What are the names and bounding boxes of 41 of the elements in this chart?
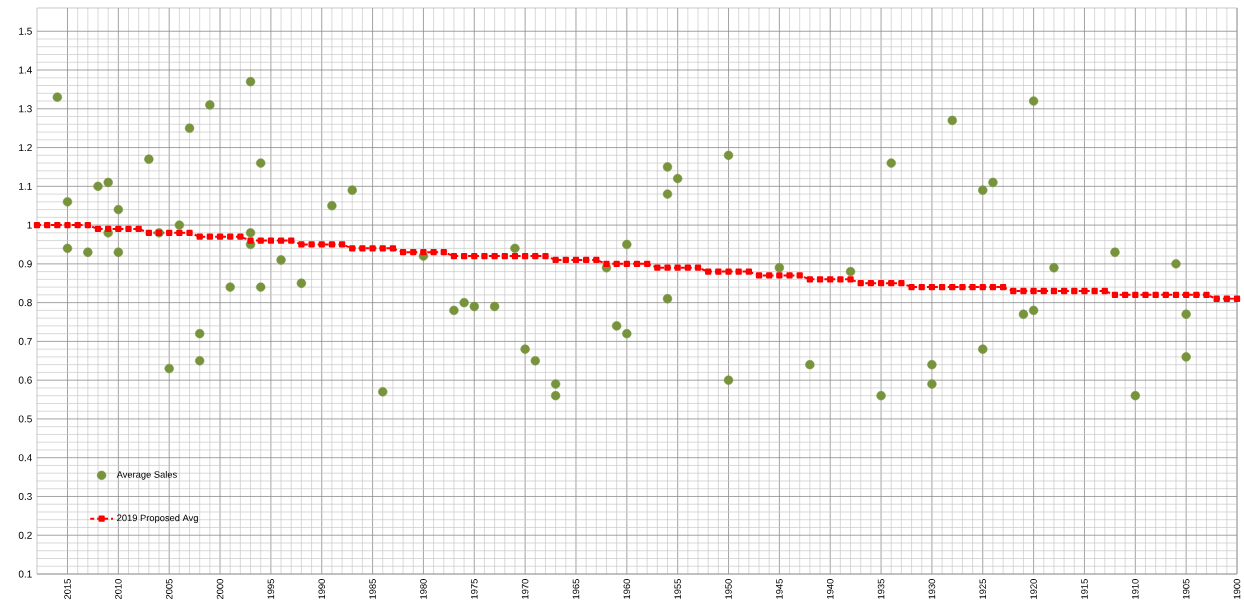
x-tick-label: 1970 — [521, 579, 529, 599]
x-tick-label: 1915 — [1081, 579, 1088, 599]
x-tick-label: 1930 — [928, 579, 936, 599]
legend-label: Average Sales — [116, 470, 177, 480]
x-tick-label: 1980 — [420, 579, 427, 599]
x-tick-label: 1950 — [725, 579, 732, 599]
x-tick-label: 1920 — [1030, 579, 1037, 599]
x-tick-label: 2015 — [64, 579, 71, 600]
legend-label: 2019 Proposed Avg — [117, 514, 198, 524]
y-tick-label: 0.6 — [18, 376, 32, 384]
y-tick-label: 1 — [27, 221, 32, 229]
x-tick-label: 1975 — [470, 579, 478, 599]
x-tick-label: 2000 — [216, 579, 224, 600]
x-tick-label: 1965 — [572, 579, 580, 599]
x-tick-label: 1960 — [623, 579, 631, 599]
x-tick-label: 1910 — [1132, 579, 1139, 599]
x-tick-label: 1985 — [369, 579, 376, 599]
x-tick-label: 1905 — [1182, 579, 1190, 599]
y-tick-label: 1.1 — [19, 182, 32, 190]
y-tick-label: 0.3 — [18, 492, 32, 501]
x-tick-label: 1935 — [877, 579, 885, 599]
y-tick-label: 1.5 — [19, 27, 32, 35]
x-tick-label: 1900 — [1233, 579, 1241, 599]
x-tick-label: 1955 — [674, 579, 681, 599]
y-tick-label: 1.2 — [19, 144, 32, 152]
y-tick-label: 0.7 — [18, 337, 32, 345]
x-tick-label: 1945 — [776, 579, 783, 599]
x-tick-label: 1995 — [267, 579, 275, 599]
x-tick-label: 1925 — [979, 579, 987, 599]
y-tick-label: 0.1 — [18, 570, 32, 578]
y-tick-label: 1.3 — [19, 105, 32, 113]
x-tick-label: 1940 — [826, 579, 834, 599]
y-tick-label: 0.5 — [18, 415, 32, 423]
y-tick-label: 0.8 — [18, 299, 32, 307]
y-tick-label: 1.4 — [19, 66, 32, 74]
y-tick-label: 0.9 — [18, 260, 32, 268]
x-tick-label: 2010 — [115, 579, 122, 600]
y-tick-label: 0.4 — [18, 454, 32, 462]
y-tick-label: 0.2 — [18, 531, 32, 539]
x-tick-label: 1990 — [318, 579, 326, 599]
x-tick-label: 2005 — [165, 579, 173, 600]
